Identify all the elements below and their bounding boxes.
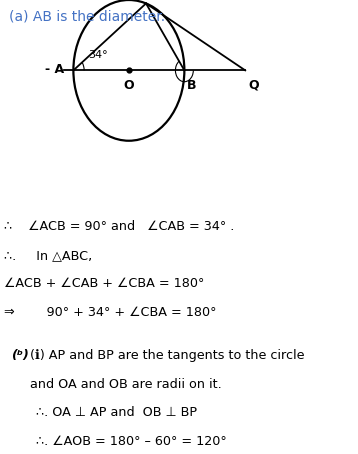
Text: 34°: 34°: [88, 50, 108, 60]
Text: ∴    ∠ACB = 90° and   ∠CAB = 34° .: ∴ ∠ACB = 90° and ∠CAB = 34° .: [4, 220, 234, 233]
Text: ∠ACB + ∠CAB + ∠CBA = 180°: ∠ACB + ∠CAB + ∠CBA = 180°: [4, 277, 204, 291]
Text: (a) AB is the diameter.: (a) AB is the diameter.: [9, 10, 165, 24]
Text: (ᵇ): (ᵇ): [11, 349, 29, 362]
Text: ∴. ∠AOB = 180° – 60° = 120°: ∴. ∠AOB = 180° – 60° = 120°: [36, 435, 227, 448]
Text: (ℹ) AP and BP are the tangents to the circle: (ℹ) AP and BP are the tangents to the ci…: [30, 349, 305, 362]
Text: ∴. OA ⊥ AP and  OB ⊥ BP: ∴. OA ⊥ AP and OB ⊥ BP: [36, 406, 197, 419]
Text: and OA and OB are radii on it.: and OA and OB are radii on it.: [30, 377, 222, 390]
Text: ⇒        90° + 34° + ∠CBA = 180°: ⇒ 90° + 34° + ∠CBA = 180°: [4, 306, 216, 319]
Text: Q: Q: [248, 79, 259, 92]
Text: ∴.     In △ABC,: ∴. In △ABC,: [4, 249, 92, 262]
Text: O: O: [124, 79, 134, 93]
Text: - A: - A: [45, 63, 64, 75]
Text: B: B: [187, 79, 197, 92]
